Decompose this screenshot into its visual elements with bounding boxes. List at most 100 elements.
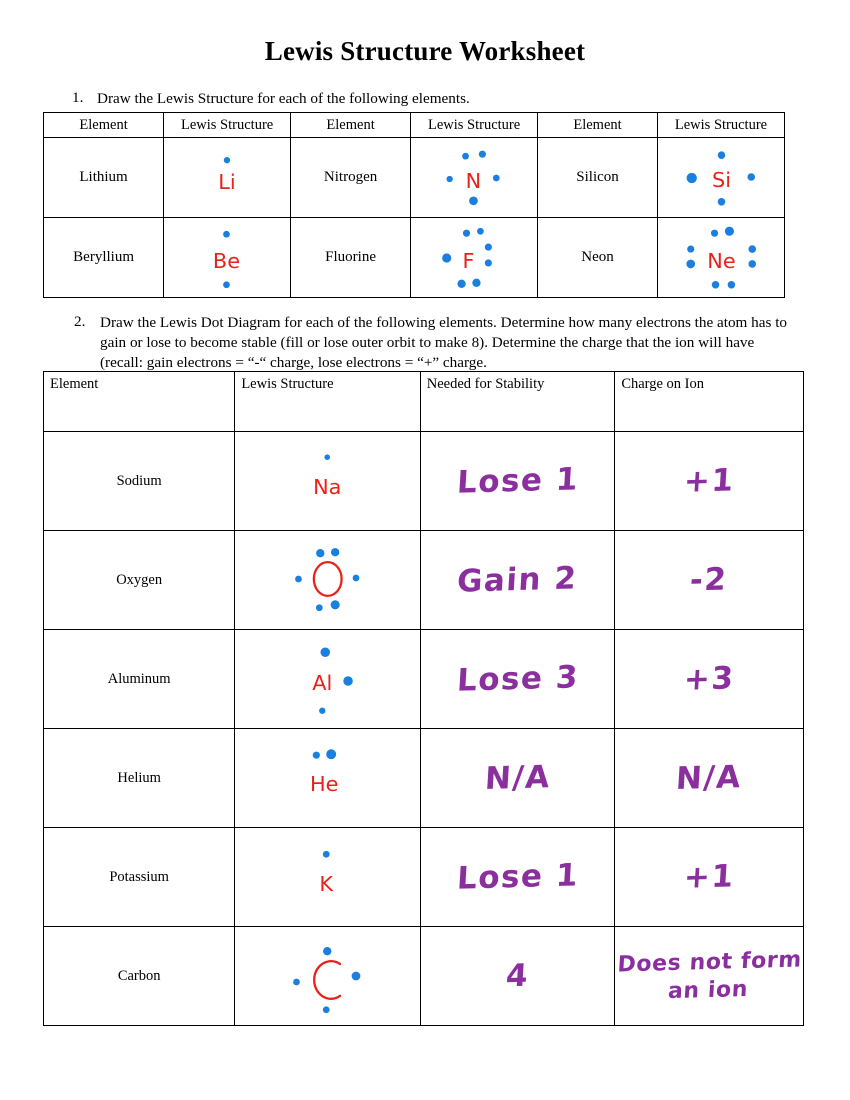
instruction-1-text: Draw the Lewis Structure for each of the… <box>97 90 470 107</box>
electron-dot <box>484 259 493 267</box>
handwritten-answer: 4 <box>504 957 531 995</box>
element-name-neon: Neon <box>537 217 659 298</box>
instruction-2-number: 2. <box>74 313 86 330</box>
electron-dot <box>316 549 325 558</box>
lewis-drawing-al: Al <box>235 630 419 728</box>
electron-dot <box>748 245 757 253</box>
lewis-structure-oxygen <box>234 530 421 630</box>
electron-dot <box>319 707 326 714</box>
electron-dot <box>323 850 330 858</box>
handwritten-answer: -2 <box>689 561 729 599</box>
lewis-structure-nitrogen: N <box>410 137 539 218</box>
element-symbol-na: Na <box>313 475 341 499</box>
needed-for-stability-sodium: Lose 1 <box>419 431 616 531</box>
table-1-col-header-element-3: Element <box>537 112 659 138</box>
charge-on-ion-carbon: Does not form an ion <box>614 926 804 1026</box>
handwritten-answer: Lose 1 <box>455 460 580 501</box>
element-name-beryllium: Beryllium <box>42 217 165 298</box>
table-row: Beryllium Be Fluorine <box>42 217 785 298</box>
table-1-col-header-lewis-structure-2: Lewis Structure <box>410 112 539 138</box>
lewis-drawing-c <box>235 927 419 1025</box>
electron-dot <box>323 947 332 956</box>
charge-on-ion-helium: N/A <box>614 728 804 828</box>
lewis-structure-helium: He <box>234 728 421 828</box>
electron-dot <box>331 548 340 557</box>
electron-dot <box>330 600 341 610</box>
table-row: Lithium Li Nitrogen <box>42 137 785 218</box>
table-1-col-header-element-2: Element <box>290 112 412 138</box>
electron-dot <box>324 454 331 460</box>
handwritten-answer: N/A <box>675 758 744 797</box>
table-2-col-header-element: Element <box>42 371 236 432</box>
electron-dot <box>313 751 321 759</box>
handwritten-answer: +1 <box>682 857 736 896</box>
electron-dot <box>462 152 470 160</box>
electron-dot <box>717 151 726 159</box>
lewis-drawing-f: F <box>411 218 537 297</box>
lewis-structure-aluminum: Al <box>234 629 421 729</box>
needed-for-stability-carbon: 4 <box>419 926 616 1026</box>
electron-dot <box>493 174 500 182</box>
lewis-structure-fluorine: F <box>410 217 539 298</box>
charge-on-ion-sodium: +1 <box>614 431 804 531</box>
lewis-drawing-li: Li <box>164 138 290 217</box>
electron-dot <box>717 198 726 206</box>
electron-dot <box>710 229 719 237</box>
table-row: Oxygen Gai <box>42 530 804 630</box>
table-2-header-row: Element Lewis Structure Needed for Stabi… <box>42 371 804 432</box>
electron-dot <box>326 749 337 760</box>
electron-dot <box>686 259 696 269</box>
element-name-sodium: Sodium <box>42 431 236 531</box>
electron-dot <box>316 604 323 612</box>
lewis-drawing-ne: Ne <box>658 218 784 297</box>
electron-dot <box>687 245 695 253</box>
lewis-structure-neon: Ne <box>657 217 785 298</box>
electron-dot <box>711 281 720 289</box>
electron-dot <box>472 278 481 287</box>
lewis-structure-sodium: Na <box>234 431 421 531</box>
charge-on-ion-potassium: +1 <box>614 827 804 927</box>
needed-for-stability-potassium: Lose 1 <box>419 827 616 927</box>
element-name-potassium: Potassium <box>42 827 236 927</box>
element-symbol-f: F <box>463 249 475 273</box>
electron-dot <box>295 575 303 583</box>
element-symbol-o <box>313 561 344 598</box>
charge-on-ion-oxygen: -2 <box>614 530 804 630</box>
lewis-drawing-he: He <box>235 729 419 827</box>
lewis-structure-beryllium: Be <box>163 217 292 298</box>
lewis-drawing-be: Be <box>164 218 290 297</box>
electron-dot <box>446 175 453 183</box>
element-name-fluorine: Fluorine <box>290 217 412 298</box>
lewis-drawing-na: Na <box>235 432 419 530</box>
electron-dot <box>484 243 493 251</box>
electron-dot <box>478 150 487 158</box>
element-symbol-he: He <box>310 772 338 796</box>
electron-dot <box>323 1006 330 1014</box>
element-name-silicon: Silicon <box>537 137 659 218</box>
electron-dot <box>352 574 360 582</box>
electron-dot <box>320 647 331 657</box>
element-symbol-n: N <box>466 169 482 193</box>
element-name-carbon: Carbon <box>42 926 236 1026</box>
handwritten-answer: +1 <box>682 461 736 500</box>
table-1-col-header-element-1: Element <box>42 112 165 138</box>
electron-dot <box>351 971 361 981</box>
table-2-col-header-needed-for-stability: Needed for Stability <box>419 371 616 432</box>
lewis-drawing-k: K <box>235 828 419 926</box>
element-name-lithium: Lithium <box>42 137 165 218</box>
table-1-header-row: Element Lewis Structure Element Lewis St… <box>42 112 785 138</box>
electron-dot <box>442 253 452 263</box>
table-2-col-header-charge-on-ion: Charge on Ion <box>614 371 804 432</box>
table-row: Aluminum Al Lose 3 +3 <box>42 629 804 729</box>
electron-dot <box>469 196 478 206</box>
lewis-drawing-o <box>235 531 419 629</box>
table-row: Sodium Na Lose 1 +1 <box>42 431 804 531</box>
electron-dot <box>477 227 484 235</box>
handwritten-answer: N/A <box>483 758 552 797</box>
lewis-structure-carbon <box>234 926 421 1026</box>
needed-for-stability-helium: N/A <box>419 728 616 828</box>
electron-dot <box>748 260 757 268</box>
element-name-nitrogen: Nitrogen <box>290 137 412 218</box>
page-title: Lewis Structure Worksheet <box>264 36 586 66</box>
